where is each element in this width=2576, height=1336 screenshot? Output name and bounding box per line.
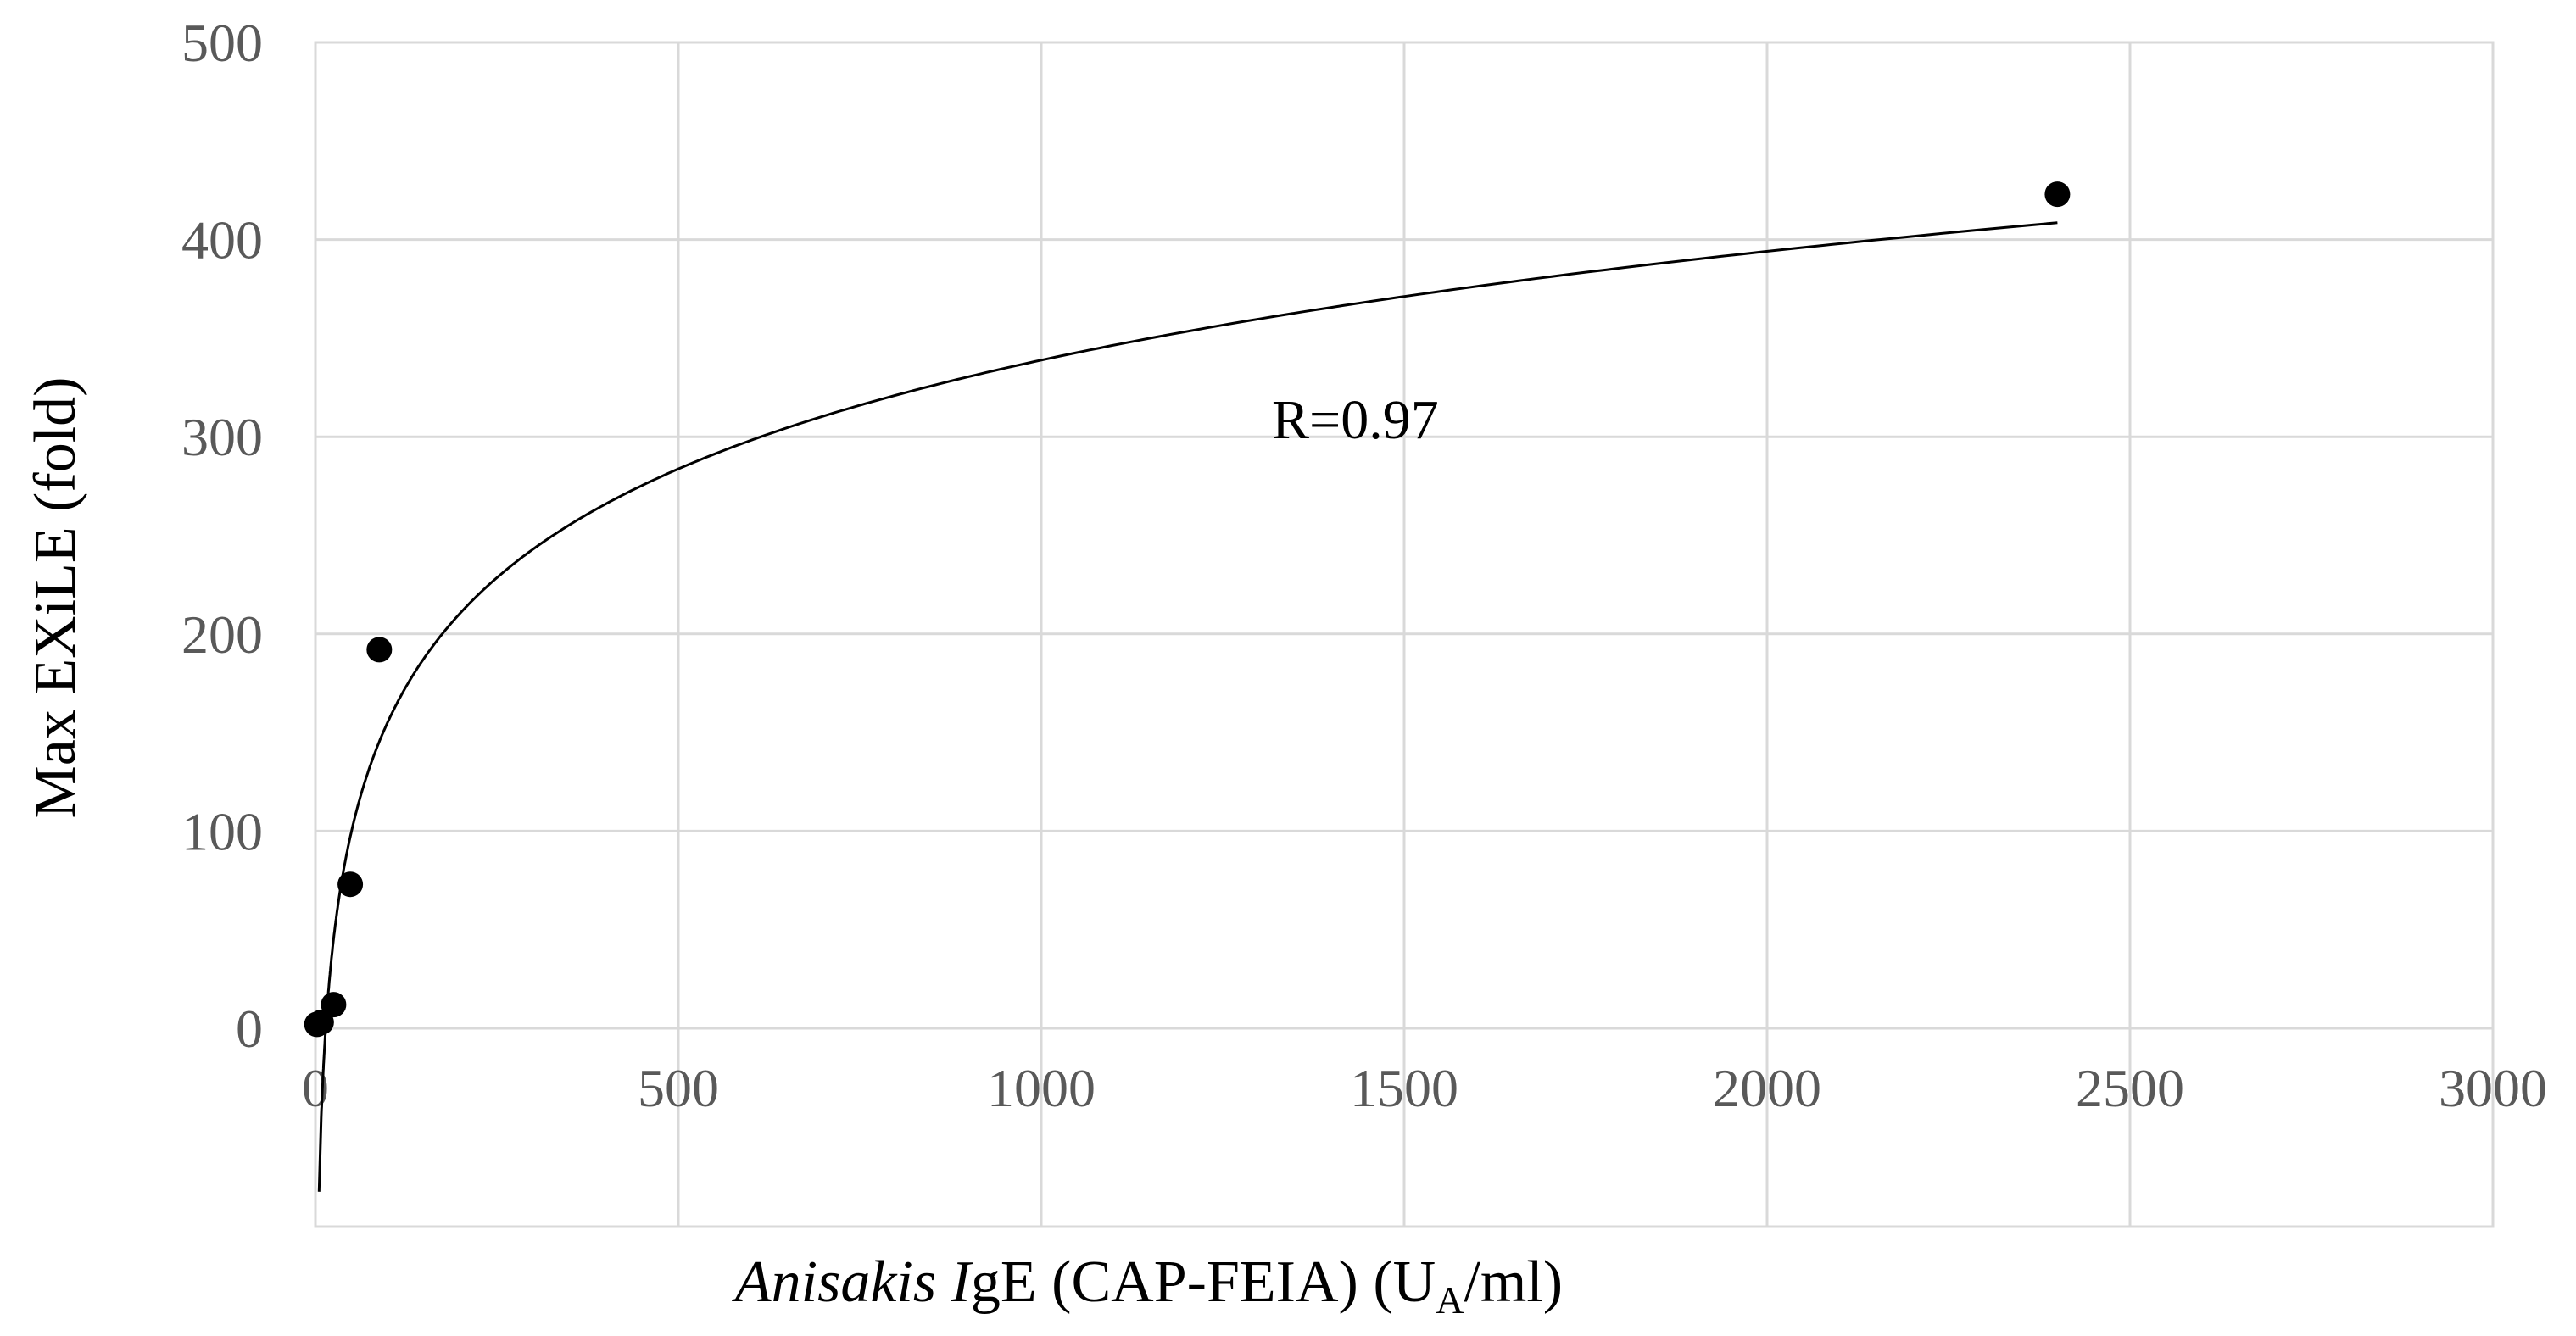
x-tick-label: 2500 xyxy=(2076,1058,2184,1118)
data-point xyxy=(2044,181,2071,208)
gridlines xyxy=(314,41,2495,1228)
x-axis-title-main: gE (CAP-FEIA) (U xyxy=(971,1250,1436,1315)
y-tick-label: 100 xyxy=(181,801,263,861)
data-point xyxy=(321,992,347,1018)
correlation-annotation: R=0.97 xyxy=(1272,389,1439,451)
x-axis-title-tail: /ml) xyxy=(1464,1250,1563,1315)
log-trendline xyxy=(317,221,2058,1192)
x-tick-label: 3000 xyxy=(2439,1058,2547,1118)
x-tick-label: 1000 xyxy=(987,1058,1096,1118)
tick-labels: 0 100 200 300 400 500 0 500 1000 1500 2000 2500 3000 xyxy=(181,13,2547,1118)
x-axis-title-subscript: A xyxy=(1436,1278,1464,1322)
y-tick-label: 200 xyxy=(181,604,263,665)
x-axis-title: Anisakis IgE (CAP-FEIA) (UA/ml) xyxy=(732,1250,1563,1322)
trendline-group xyxy=(317,221,2058,1192)
y-tick-label: 300 xyxy=(181,407,263,467)
x-tick-label: 1500 xyxy=(1350,1058,1458,1118)
y-axis-title: Max EXiLE (fold) xyxy=(23,377,88,819)
y-tick-label: 400 xyxy=(181,210,263,270)
x-tick-label: 0 xyxy=(302,1058,329,1118)
y-tick-label: 0 xyxy=(236,999,263,1059)
x-axis-title-italic: Anisakis I xyxy=(732,1250,974,1315)
x-tick-label: 500 xyxy=(638,1058,719,1118)
data-points xyxy=(304,181,2071,1038)
x-tick-label: 2000 xyxy=(1713,1058,1821,1118)
data-point xyxy=(337,871,364,898)
data-point xyxy=(308,1010,334,1036)
data-point xyxy=(366,637,393,663)
y-tick-label: 500 xyxy=(181,13,263,73)
